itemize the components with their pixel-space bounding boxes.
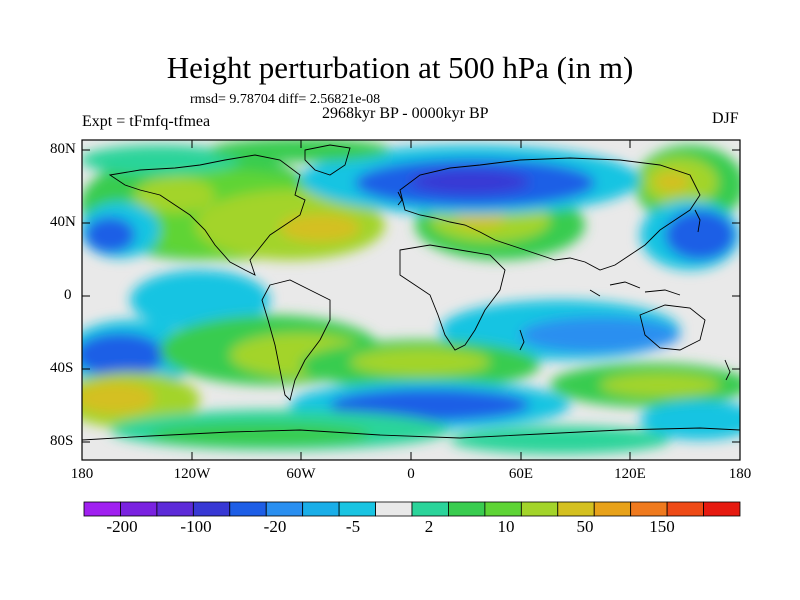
colorbar-label: 10 xyxy=(497,517,515,536)
axis-ticks xyxy=(81,140,741,460)
colorbar-swatch xyxy=(703,501,741,517)
lon-label-180w: 180 xyxy=(70,466,94,482)
colorbar-label: -5 xyxy=(345,517,361,536)
colorbar-swatch xyxy=(192,501,231,517)
lon-label-180e: 180 xyxy=(728,466,752,482)
colorbar-swatch xyxy=(593,501,632,517)
colorbar-swatch xyxy=(83,501,121,517)
lon-label-120e: 120E xyxy=(614,466,646,482)
colorbar-swatch xyxy=(229,501,267,517)
colorbar-swatch xyxy=(265,501,304,517)
coastlines xyxy=(82,144,740,441)
colorbar-label: -20 xyxy=(263,517,287,536)
colorbar-swatch xyxy=(156,501,194,517)
colorbar-swatch xyxy=(666,501,704,517)
lon-label-120w: 120W xyxy=(173,466,211,482)
lat-label-0: 0 xyxy=(64,287,72,303)
colorbar-swatch xyxy=(448,501,486,517)
lon-label-0: 0 xyxy=(407,466,415,482)
lat-label-80n: 80N xyxy=(50,141,76,157)
period-label: 2968kyr BP - 0000kyr BP xyxy=(322,105,489,122)
colorbar-label: 2 xyxy=(424,517,434,536)
colorbar-label: 150 xyxy=(649,517,675,536)
season-label: DJF xyxy=(712,110,739,127)
colorbar xyxy=(83,501,741,517)
lat-label-80s: 80S xyxy=(50,433,74,449)
colorbar-swatch xyxy=(120,501,158,517)
colorbar-label: 50 xyxy=(576,517,594,536)
colorbar-swatch xyxy=(302,501,340,517)
colorbar-swatch xyxy=(484,501,522,517)
colorbar-swatch xyxy=(338,501,376,517)
colorbar-swatch xyxy=(557,501,595,517)
contour-field xyxy=(82,140,740,460)
lon-label-60e: 60E xyxy=(508,466,534,482)
colorbar-label: -200 xyxy=(106,517,138,536)
lat-label-40n: 40N xyxy=(50,214,76,230)
experiment-label: Expt = tFmfq-tfmea xyxy=(82,113,211,130)
stats-line: rmsd= 9.78704 diff= 2.56821e-08 xyxy=(190,92,381,107)
lat-label-40s: 40S xyxy=(50,360,74,376)
colorbar-swatch xyxy=(375,501,413,517)
colorbar-swatch xyxy=(630,501,668,517)
lon-label-60w: 60W xyxy=(286,466,316,482)
colorbar-label: -100 xyxy=(180,517,212,536)
colorbar-swatch xyxy=(520,501,559,517)
colorbar-swatch xyxy=(411,501,449,517)
map-title: Height perturbation at 500 hPa (in m) xyxy=(166,50,634,85)
